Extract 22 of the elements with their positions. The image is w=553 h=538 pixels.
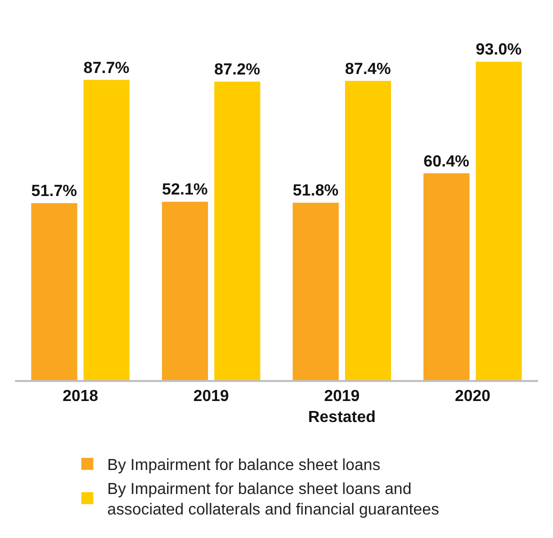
x-tick-label: 2019 xyxy=(193,388,230,405)
data-label: 87.4% xyxy=(345,60,391,78)
bar xyxy=(292,202,339,380)
bar xyxy=(423,173,470,380)
data-label: 87.7% xyxy=(84,58,130,77)
data-label: 51.8% xyxy=(292,182,339,200)
data-label: 51.7% xyxy=(31,182,78,200)
legend-label: By Impairment for balance sheet loans and associated collaterals and financial guarantees xyxy=(107,480,440,519)
bar xyxy=(162,202,208,380)
data-label: 93.0% xyxy=(476,40,522,59)
x-tick-label: 2020 xyxy=(454,388,491,405)
x-tick-label: 2018 xyxy=(62,388,98,405)
legend-label: By Impairment for balance sheet loans xyxy=(107,457,380,474)
bar xyxy=(214,82,260,380)
bar xyxy=(31,203,78,380)
data-label: 52.1% xyxy=(162,180,208,199)
data-label: 60.4% xyxy=(423,152,470,170)
x-tick-label: 2019 Restated xyxy=(308,388,376,426)
bar xyxy=(345,80,392,380)
bar xyxy=(84,80,130,380)
data-label: 87.2% xyxy=(214,60,260,79)
bar xyxy=(476,62,522,380)
